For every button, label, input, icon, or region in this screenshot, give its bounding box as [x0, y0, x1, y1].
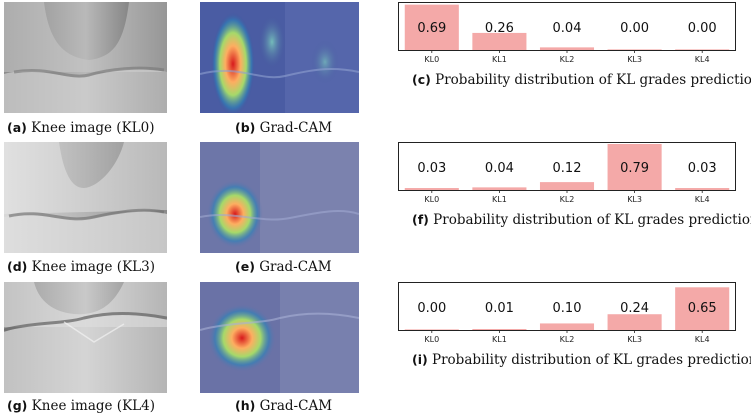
- chart-caption: (f) Probability distribution of KL grade…: [412, 212, 751, 228]
- bar-kl3: [607, 49, 662, 50]
- bar-value-label: 0.10: [553, 301, 582, 316]
- knee-image-caption: (g) Knee image (KL4): [7, 398, 155, 414]
- knee-xray-kl4: [4, 282, 167, 393]
- bar-kl0: [404, 329, 459, 330]
- x-tick-label: KL0: [424, 195, 439, 204]
- bar-kl1: [472, 329, 527, 330]
- bar-value-label: 0.69: [417, 21, 446, 36]
- knee-xray-kl3: [4, 142, 167, 253]
- grad-cam-caption: (b) Grad-CAM: [235, 120, 333, 136]
- bar-value-label: 0.01: [485, 301, 514, 316]
- knee-xray-kl0: [4, 2, 167, 113]
- bar-chart-svg: 0.03 KL0 0.04 KL1 0.12 KL2 0.79 KL3 0.03 KL4: [398, 142, 736, 204]
- knee-image-caption: (a) Knee image (KL0): [7, 120, 155, 136]
- kl-probability-chart-3: 0.00 KL0 0.01 KL1 0.10 KL2 0.24 KL3 0.65 KL4: [398, 282, 736, 348]
- bar-kl4: [675, 49, 730, 50]
- x-tick-label: KL4: [695, 55, 710, 64]
- bar-kl4: [675, 287, 730, 330]
- bar-value-label: 0.04: [553, 21, 582, 36]
- bar-kl1: [472, 32, 527, 50]
- grad-cam-heatmap-3: [200, 282, 359, 393]
- bar-value-label: 0.00: [688, 21, 717, 36]
- grad-cam-heatmap-2: [200, 142, 359, 253]
- x-tick-label: KL0: [424, 335, 439, 344]
- bar-kl1: [472, 187, 527, 190]
- bar-value-label: 0.03: [688, 161, 717, 176]
- bar-kl2: [539, 47, 595, 50]
- bar-kl3: [607, 144, 662, 190]
- bar-kl4: [675, 188, 730, 190]
- chart-caption: (c) Probability distribution of KL grade…: [412, 72, 751, 88]
- grad-cam-caption: (e) Grad-CAM: [235, 259, 332, 275]
- kl-probability-chart-1: 0.69 KL0 0.26 KL1 0.04 KL2 0.00 KL3 0.00 KL4: [398, 2, 736, 68]
- x-tick-label: KL2: [560, 195, 575, 204]
- knee-image-caption: (d) Knee image (KL3): [7, 259, 155, 275]
- bar-kl2: [539, 182, 595, 190]
- bar-value-label: 0.00: [620, 21, 649, 36]
- bar-value-label: 0.65: [688, 301, 717, 316]
- x-tick-label: KL3: [627, 195, 642, 204]
- bar-value-label: 0.79: [620, 161, 649, 176]
- x-tick-label: KL3: [627, 335, 642, 344]
- bar-chart-svg: 0.69 KL0 0.26 KL1 0.04 KL2 0.00 KL3 0.00 KL4: [398, 2, 736, 64]
- grad-cam-heatmap-1: [200, 2, 359, 113]
- bar-value-label: 0.00: [417, 301, 446, 316]
- x-tick-label: KL4: [695, 335, 710, 344]
- x-tick-label: KL4: [695, 195, 710, 204]
- bar-value-label: 0.04: [485, 161, 514, 176]
- bar-value-label: 0.24: [620, 301, 649, 316]
- grad-cam-caption: (h) Grad-CAM: [235, 398, 333, 414]
- x-tick-label: KL3: [627, 55, 642, 64]
- bar-value-label: 0.12: [553, 161, 582, 176]
- x-tick-label: KL2: [560, 335, 575, 344]
- bar-value-label: 0.03: [417, 161, 446, 176]
- bar-kl0: [404, 188, 459, 190]
- x-tick-label: KL2: [560, 55, 575, 64]
- bar-kl2: [539, 323, 595, 330]
- chart-caption: (i) Probability distribution of KL grade…: [412, 352, 751, 368]
- kl-probability-chart-2: 0.03 KL0 0.04 KL1 0.12 KL2 0.79 KL3 0.03 KL4: [398, 142, 736, 208]
- x-tick-label: KL1: [492, 335, 507, 344]
- bar-kl3: [607, 314, 662, 330]
- bar-value-label: 0.26: [485, 21, 514, 36]
- bar-kl0: [404, 4, 459, 50]
- x-tick-label: KL1: [492, 55, 507, 64]
- x-tick-label: KL0: [424, 55, 439, 64]
- x-tick-label: KL1: [492, 195, 507, 204]
- bar-chart-svg: 0.00 KL0 0.01 KL1 0.10 KL2 0.24 KL3 0.65 KL4: [398, 282, 736, 344]
